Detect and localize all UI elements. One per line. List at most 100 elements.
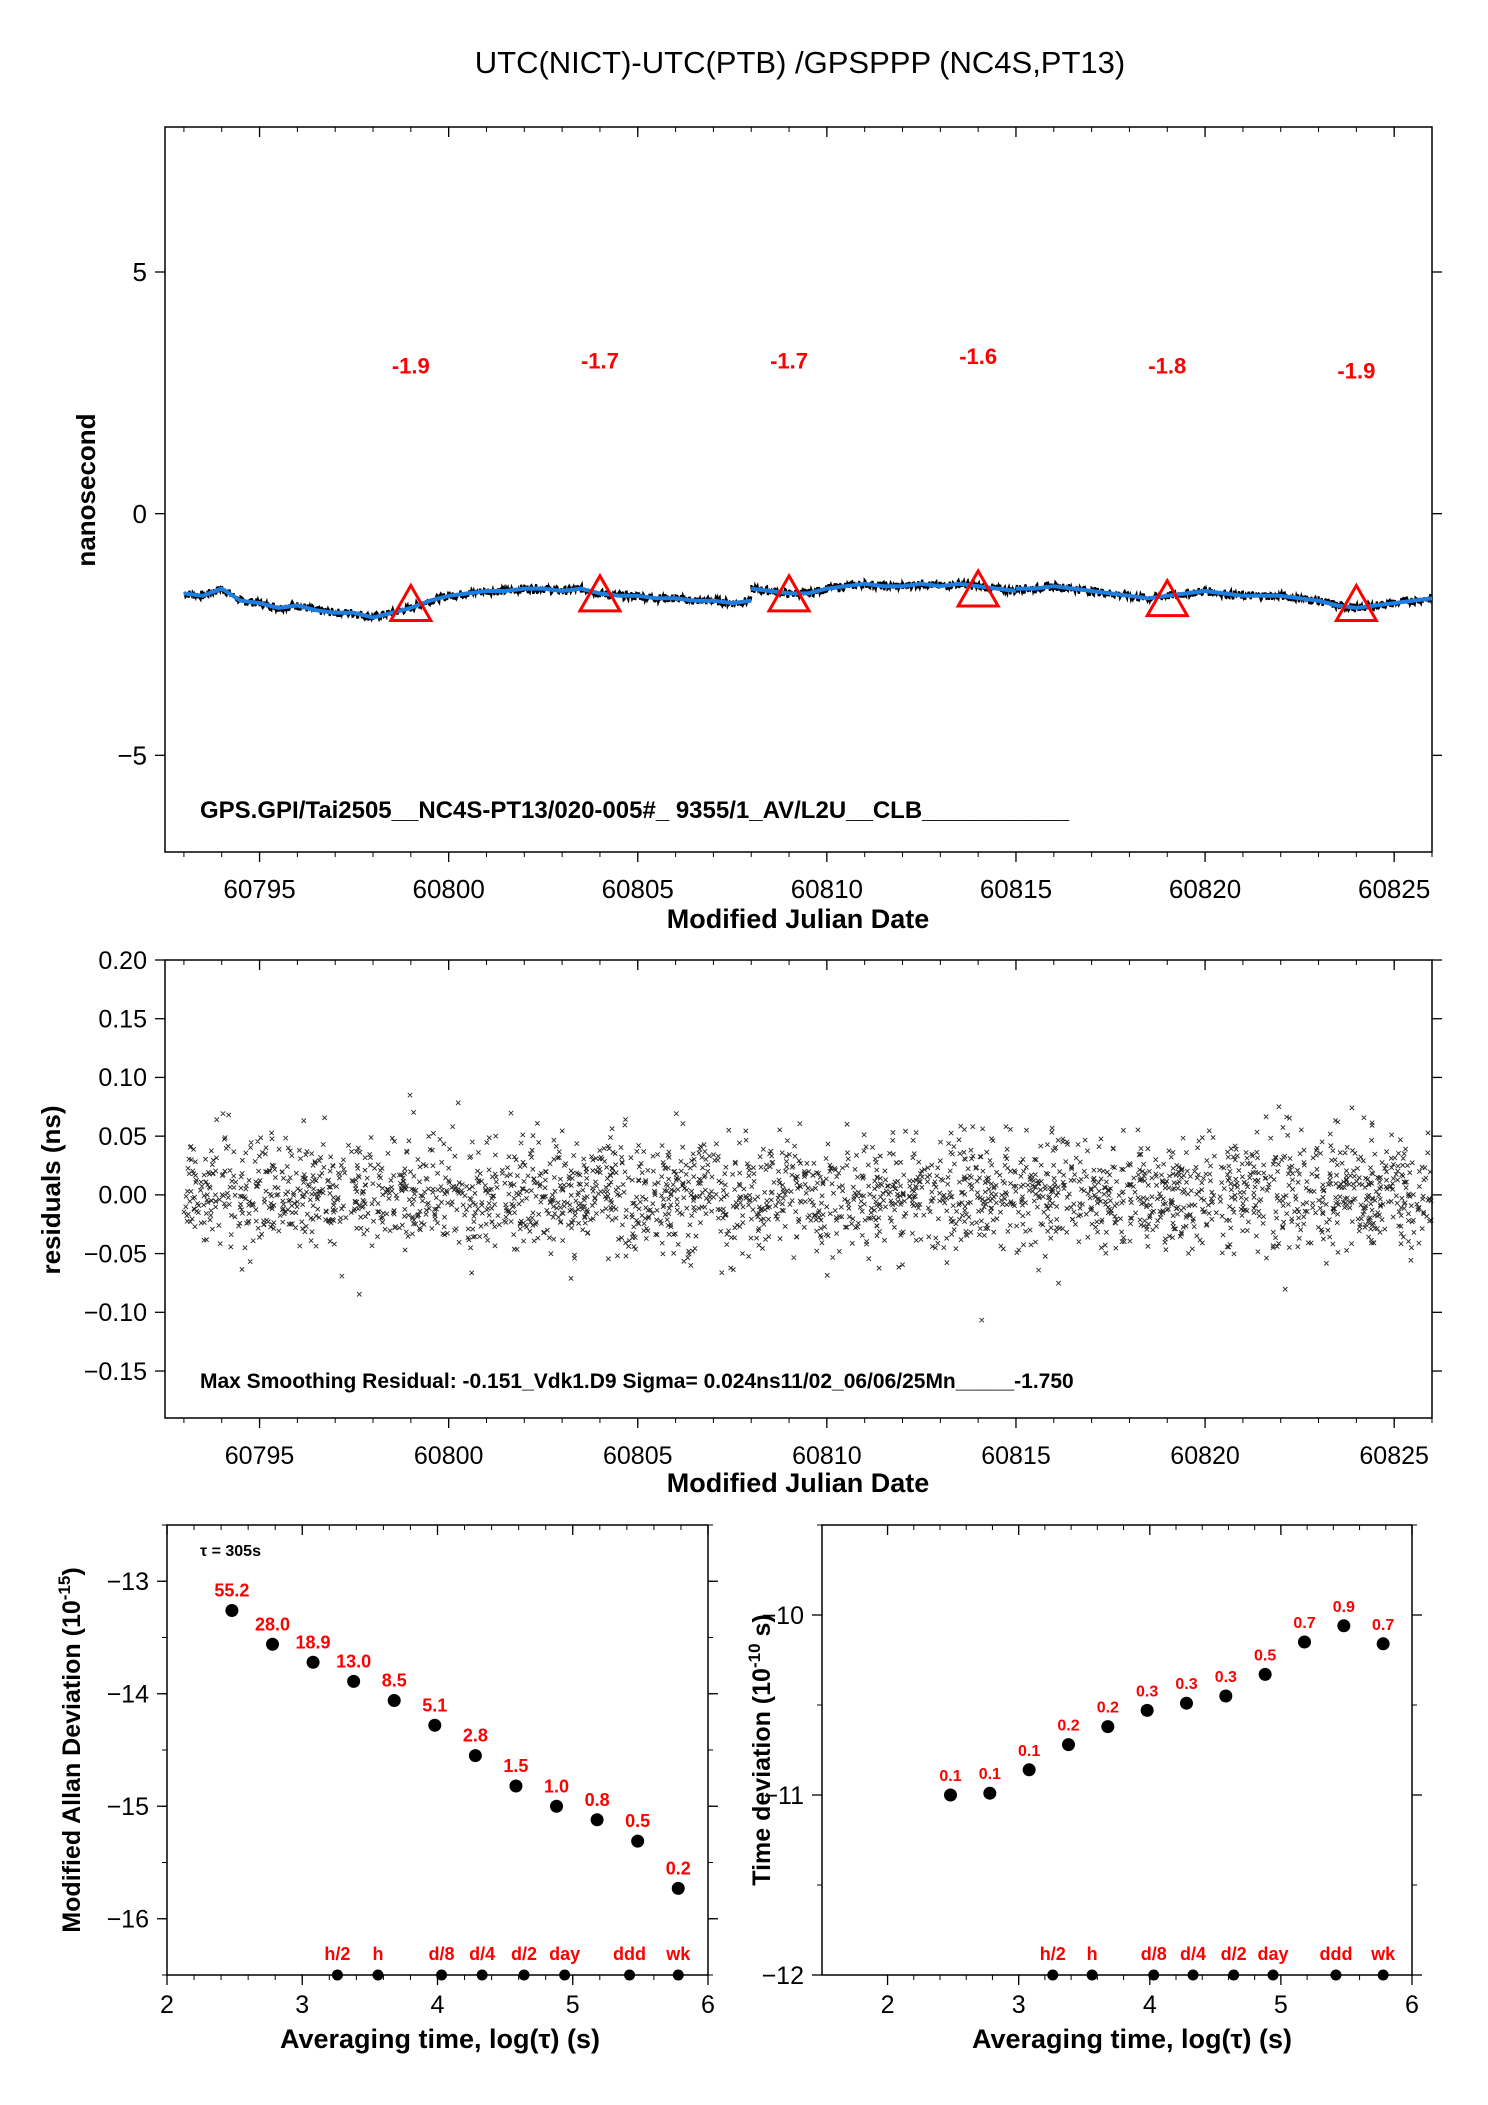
time-marker-dot — [624, 1969, 636, 1981]
time-marker-label: ddd — [613, 1944, 646, 1964]
deviation-point — [983, 1786, 997, 1800]
x-tick-label: 6 — [701, 1991, 715, 2019]
deviation-point — [1219, 1689, 1233, 1703]
deviation-point — [347, 1674, 361, 1688]
top-y-axis-label: nanosecond — [71, 413, 101, 566]
deviation-point — [306, 1655, 320, 1669]
time-marker-label: wk — [665, 1944, 691, 1964]
tdev-panel: 2 3 4 5 6−12−11−10 0.1 0.10.10.20.20.3 0.3 0.30… — [745, 1524, 1422, 2054]
deviation-value-label: 0.7 — [1372, 1617, 1394, 1634]
mdev-y-axis-label: Modified Allan Deviation (10-15) — [55, 1567, 86, 1932]
time-marker-dot — [518, 1969, 530, 1981]
tdev-plot-frame — [821, 1524, 1413, 1976]
deviation-point — [225, 1604, 239, 1617]
residuals-points — [181, 1092, 1434, 1323]
deviation-point — [1022, 1763, 1036, 1777]
deviation-value-label: 0.5 — [1254, 1647, 1276, 1664]
time-marker-dot — [1086, 1969, 1098, 1981]
residual-markers — [181, 1092, 1434, 1323]
time-marker-label: h/2 — [324, 1944, 350, 1964]
y-tick-label: −0.15 — [84, 1358, 147, 1386]
y-tick-label: −15 — [107, 1793, 149, 1821]
residuals-ticks: 60795 60800 60805 60810 60815 60820 60825 −0.15… — [84, 947, 1442, 1470]
time-marker-dot — [1047, 1969, 1059, 1981]
time-marker-dot — [1377, 1969, 1389, 1981]
deviation-point — [1140, 1703, 1154, 1717]
mdev-x-axis-label: Averaging time, log(τ) (s) — [280, 2024, 600, 2054]
triangle-value-label: -1.6 — [959, 344, 997, 369]
top-series — [183, 576, 1434, 623]
deviation-value-label: 0.2 — [1097, 1700, 1119, 1717]
time-marker-label: d/2 — [511, 1944, 537, 1964]
top-triangle-markers: -1.9 -1.7 -1.7 -1.6 -1.8 -1.9 — [388, 344, 1379, 622]
time-marker-label: d/2 — [1221, 1944, 1247, 1964]
time-marker-dot — [372, 1969, 384, 1981]
triangle-value-label: -1.9 — [1337, 358, 1375, 383]
x-tick-label: 60805 — [603, 1442, 673, 1470]
time-marker-dot — [1187, 1969, 1199, 1981]
deviation-value-label: 0.2 — [666, 1858, 691, 1878]
x-tick-label: 60795 — [225, 1442, 295, 1470]
x-tick-label: 60815 — [981, 1442, 1051, 1470]
x-tick-label: 60805 — [602, 874, 674, 904]
deviation-point — [1101, 1720, 1115, 1734]
x-tick-label: 5 — [566, 1991, 580, 2019]
deviation-value-label: 28.0 — [255, 1614, 290, 1634]
y-tick-label: 0 — [133, 499, 147, 529]
deviation-value-label: 0.9 — [1333, 1599, 1355, 1616]
x-tick-label: 60815 — [980, 874, 1052, 904]
residuals-y-axis-label: residuals (ns) — [36, 1105, 66, 1274]
x-tick-label: 60820 — [1169, 874, 1241, 904]
y-tick-label: 0.10 — [98, 1064, 147, 1092]
time-marker-label: h — [372, 1944, 383, 1964]
time-marker-label: day — [1258, 1944, 1289, 1964]
time-marker-label: h/2 — [1040, 1944, 1066, 1964]
top-panel: 60795 60800 60805 60810 60815 60820 60825−505 … — [71, 126, 1442, 934]
deviation-point — [387, 1694, 401, 1707]
x-tick-label: 4 — [1143, 1991, 1157, 2019]
triangle-value-label: -1.9 — [392, 354, 430, 379]
tdev-y-axis-label: Time deviation (10-10 s) — [745, 1614, 776, 1885]
deviation-point — [671, 1881, 685, 1895]
x-tick-label: 5 — [1274, 1991, 1288, 2019]
top-series-line — [183, 586, 752, 620]
y-tick-label: −16 — [107, 1906, 149, 1934]
deviation-value-label: 0.5 — [625, 1811, 650, 1831]
deviation-point — [1297, 1635, 1311, 1649]
triangle-value-label: -1.8 — [1148, 354, 1186, 379]
x-tick-label: 60820 — [1170, 1442, 1240, 1470]
x-tick-label: 4 — [431, 1991, 445, 2019]
y-tick-label: 0.20 — [98, 947, 147, 975]
deviation-point — [1376, 1637, 1390, 1651]
time-marker-label: d/4 — [469, 1944, 495, 1964]
x-tick-label: 3 — [295, 1991, 309, 2019]
y-tick-label: −13 — [107, 1568, 149, 1596]
deviation-value-label: 0.1 — [979, 1766, 1001, 1783]
deviation-value-label: 0.1 — [1018, 1743, 1040, 1760]
mdev-points: 55.2 28.0 18.913.0 8.5 5.1 2.8 1.5 1.0 0.8 0.5 0.2… — [214, 1581, 691, 1981]
deviation-point — [943, 1788, 957, 1802]
top-x-axis-label: Modified Julian Date — [667, 904, 930, 934]
deviation-value-label: 1.5 — [503, 1756, 528, 1776]
deviation-value-label: 0.7 — [1293, 1615, 1315, 1632]
y-tick-label: −0.05 — [84, 1240, 147, 1268]
deviation-point — [590, 1813, 604, 1827]
mdev-ticks: 2 3 4 5 6 −16 −15 −14 −13 — [107, 1524, 718, 2019]
top-annotation: GPS.GPI/Tai2505__NC4S-PT13/020-005#_ 935… — [200, 797, 1070, 824]
deviation-value-label: 18.9 — [296, 1632, 331, 1652]
y-tick-label: −14 — [107, 1681, 150, 1709]
deviation-point — [631, 1834, 645, 1848]
deviation-point — [1061, 1738, 1075, 1752]
y-tick-label: −5 — [117, 740, 147, 770]
deviation-point — [1337, 1619, 1351, 1633]
residuals-annotation: Max Smoothing Residual: -0.151_Vdk1.D9 S… — [200, 1370, 1074, 1393]
x-tick-label: 60810 — [791, 874, 863, 904]
triangle-marker — [388, 582, 434, 622]
time-marker-label: d/8 — [1141, 1944, 1167, 1964]
tdev-points: 0.1 0.1 0.1 0.2 0.2 0.3 0.3 0.3 0.5 0.7 0.9 0.7 h/2 h… — [939, 1599, 1396, 1981]
mdev-tau-note: τ = 305s — [200, 1543, 261, 1560]
triangle-marker — [1144, 577, 1190, 618]
residuals-x-axis-label: Modified Julian Date — [667, 1468, 930, 1498]
